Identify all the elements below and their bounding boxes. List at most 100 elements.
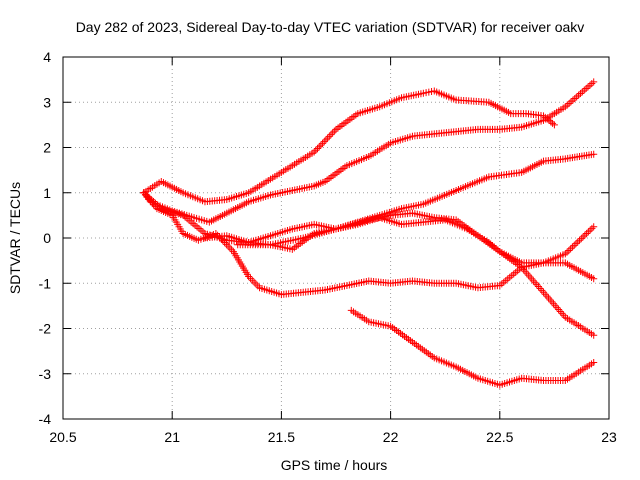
data-point <box>526 273 534 281</box>
data-point <box>563 101 571 109</box>
grid-lines <box>63 57 609 419</box>
data-point <box>571 94 579 102</box>
data-point <box>584 83 592 91</box>
data-point <box>550 121 558 129</box>
y-tick-label: 3 <box>43 94 51 110</box>
data-point <box>330 127 338 135</box>
series-2 <box>140 87 558 206</box>
data-point <box>551 302 559 310</box>
data-point <box>547 118 555 126</box>
data-point <box>553 304 561 312</box>
series-4 <box>140 189 598 299</box>
data-point <box>570 241 578 249</box>
x-axis-label: GPS time / hours <box>281 457 388 473</box>
data-point <box>575 91 583 99</box>
data-point <box>246 274 254 282</box>
y-axis-label: SDTVAR / TECUs <box>7 182 23 294</box>
data-point <box>590 223 598 231</box>
data-point <box>219 237 227 245</box>
data-point <box>560 311 568 319</box>
series-5 <box>201 214 598 339</box>
data-point <box>567 98 575 106</box>
y-tick-label: -3 <box>39 366 52 382</box>
x-tick-label: 20.5 <box>49 429 76 445</box>
data-point <box>534 283 542 291</box>
x-tick-label: 21.5 <box>268 429 295 445</box>
data-point <box>324 134 332 142</box>
data-point <box>549 119 557 127</box>
data-point <box>222 240 230 248</box>
data-point <box>556 307 564 315</box>
data-point <box>226 244 234 252</box>
y-tick-label: 1 <box>43 185 51 201</box>
data-point <box>590 358 598 366</box>
y-tick-label: 4 <box>43 49 51 65</box>
data-point <box>590 150 598 158</box>
x-tick-label: 21 <box>164 429 180 445</box>
data-point <box>524 271 532 279</box>
data-point <box>548 298 556 306</box>
data-point <box>558 309 566 317</box>
data-point <box>586 226 594 234</box>
chart-title: Day 282 of 2023, Sidereal Day-to-day VTE… <box>76 19 585 35</box>
series-7 <box>347 306 598 389</box>
y-tick-label: -4 <box>39 411 52 427</box>
data-point <box>248 276 256 284</box>
data-point <box>317 141 325 149</box>
data-point <box>329 129 337 137</box>
y-tick-label: 2 <box>43 140 51 156</box>
data-point <box>583 229 591 237</box>
data-point <box>250 278 258 286</box>
data-point <box>577 235 585 243</box>
data-point <box>573 93 581 101</box>
data-point <box>523 269 531 277</box>
y-tick-label: -1 <box>39 275 52 291</box>
data-point <box>580 86 588 94</box>
data-point <box>561 250 569 258</box>
data-point <box>528 275 536 283</box>
y-tick-label: 0 <box>43 230 51 246</box>
data-point <box>314 145 322 153</box>
data-point <box>572 240 580 248</box>
data-point <box>315 143 323 151</box>
data-point <box>584 228 592 236</box>
data-point <box>568 243 576 251</box>
data-point <box>545 294 553 302</box>
data-point <box>565 246 573 254</box>
data-point <box>221 239 229 247</box>
data-point <box>539 288 547 296</box>
data-point <box>252 280 260 288</box>
data-point <box>539 112 547 120</box>
data-point <box>543 115 551 123</box>
data-point <box>550 300 558 308</box>
data-point <box>541 290 549 298</box>
x-tick-label: 23 <box>601 429 617 445</box>
data-point <box>546 296 554 304</box>
data-point <box>581 231 589 239</box>
data-point <box>322 136 330 144</box>
data-point <box>590 275 598 283</box>
data-point <box>578 88 586 96</box>
data-point <box>582 85 590 93</box>
data-point <box>563 248 571 256</box>
data-point <box>588 80 596 88</box>
data-point <box>541 113 549 121</box>
data-point <box>579 233 587 241</box>
data-point <box>555 306 563 314</box>
data-point <box>320 138 328 146</box>
data-point <box>567 245 575 253</box>
data-point <box>228 246 236 254</box>
data-point <box>319 139 327 147</box>
data-point <box>590 78 598 86</box>
series-1 <box>140 78 598 226</box>
data-point <box>543 292 551 300</box>
x-tick-label: 22 <box>383 429 399 445</box>
data-point <box>586 81 594 89</box>
data-point <box>325 132 333 140</box>
data-point <box>312 146 320 154</box>
data-point <box>588 224 596 232</box>
data-point <box>224 242 232 250</box>
data-point <box>533 281 541 289</box>
